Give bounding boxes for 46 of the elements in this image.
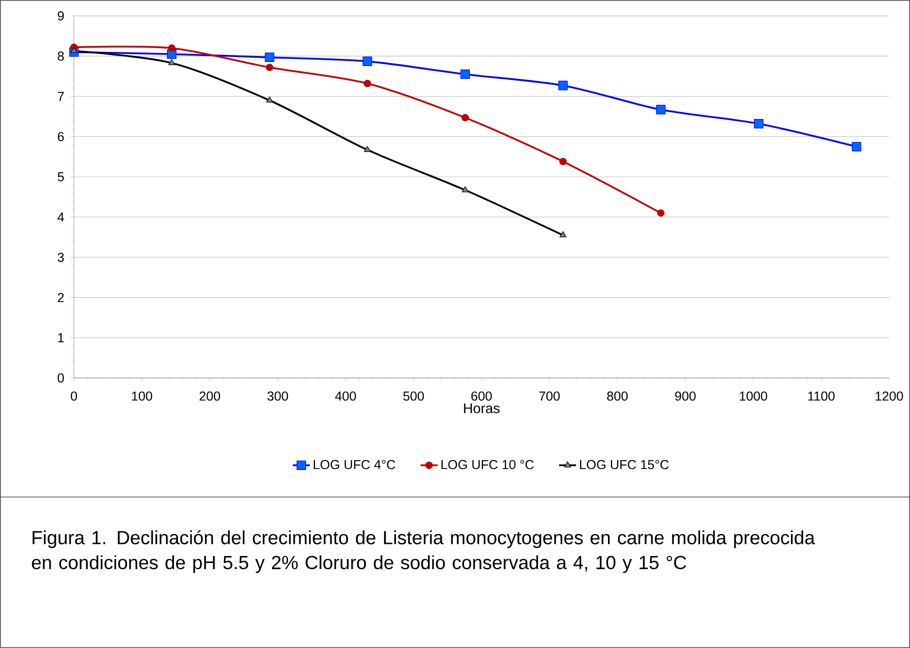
legend-label: LOG UFC 15°C xyxy=(580,460,669,470)
y-tick-label: 1 xyxy=(58,333,64,342)
point xyxy=(560,231,566,238)
point xyxy=(462,186,469,192)
point xyxy=(460,70,470,79)
y-tick-label: 0 xyxy=(58,373,64,383)
point xyxy=(558,80,568,90)
y-tick-label: 2 xyxy=(58,293,64,302)
point xyxy=(364,80,372,88)
point xyxy=(168,59,176,66)
point xyxy=(559,158,567,166)
x-tick-label: 0 xyxy=(70,392,78,401)
point xyxy=(266,64,274,72)
y-tick-label: 5 xyxy=(58,172,64,182)
x-tick-label: 1100 xyxy=(808,392,835,401)
x-tick-label: 400 xyxy=(335,392,356,401)
y-tick-label: 3 xyxy=(58,252,64,262)
y-tick-label: 4 xyxy=(57,212,64,222)
x-tick-label: 600 xyxy=(471,392,492,401)
point xyxy=(364,146,371,152)
point xyxy=(656,104,666,114)
x-tick-label: 900 xyxy=(675,392,696,401)
point xyxy=(266,96,273,103)
x-tick-label: 100 xyxy=(132,392,152,401)
y-tick-label: 9 xyxy=(58,11,64,21)
x-tick-label: 500 xyxy=(403,392,424,401)
x-tick-label: 1000 xyxy=(740,392,768,401)
x-axis-title: Horas xyxy=(464,404,500,414)
x-tick-label: 700 xyxy=(539,392,560,401)
point xyxy=(657,209,665,217)
x-tick-label: 1200 xyxy=(876,392,904,401)
y-tick-label: 7 xyxy=(58,92,64,101)
point xyxy=(362,56,372,66)
point xyxy=(754,119,764,128)
y-tick-label: 8 xyxy=(58,52,64,61)
x-tick-label: 800 xyxy=(607,392,628,401)
legend-label: LOG UFC 4°C xyxy=(314,460,396,470)
point xyxy=(462,114,469,122)
x-tick-label: 200 xyxy=(200,392,220,401)
text: Figura 1. Declinación del crecimiento de Listeria monocytogenes en carne molida precocida en condiciones de pH 5.5 y 2% Cloruro de sodio conservada a 4, 10 y 15 °C xyxy=(32,530,815,574)
point xyxy=(168,44,176,52)
point xyxy=(264,52,274,62)
x-tick-label: 300 xyxy=(267,392,288,401)
legend-label: LOG UFC 10 °C xyxy=(442,460,534,470)
point xyxy=(852,142,862,152)
y-tick-label: 6 xyxy=(58,132,64,142)
